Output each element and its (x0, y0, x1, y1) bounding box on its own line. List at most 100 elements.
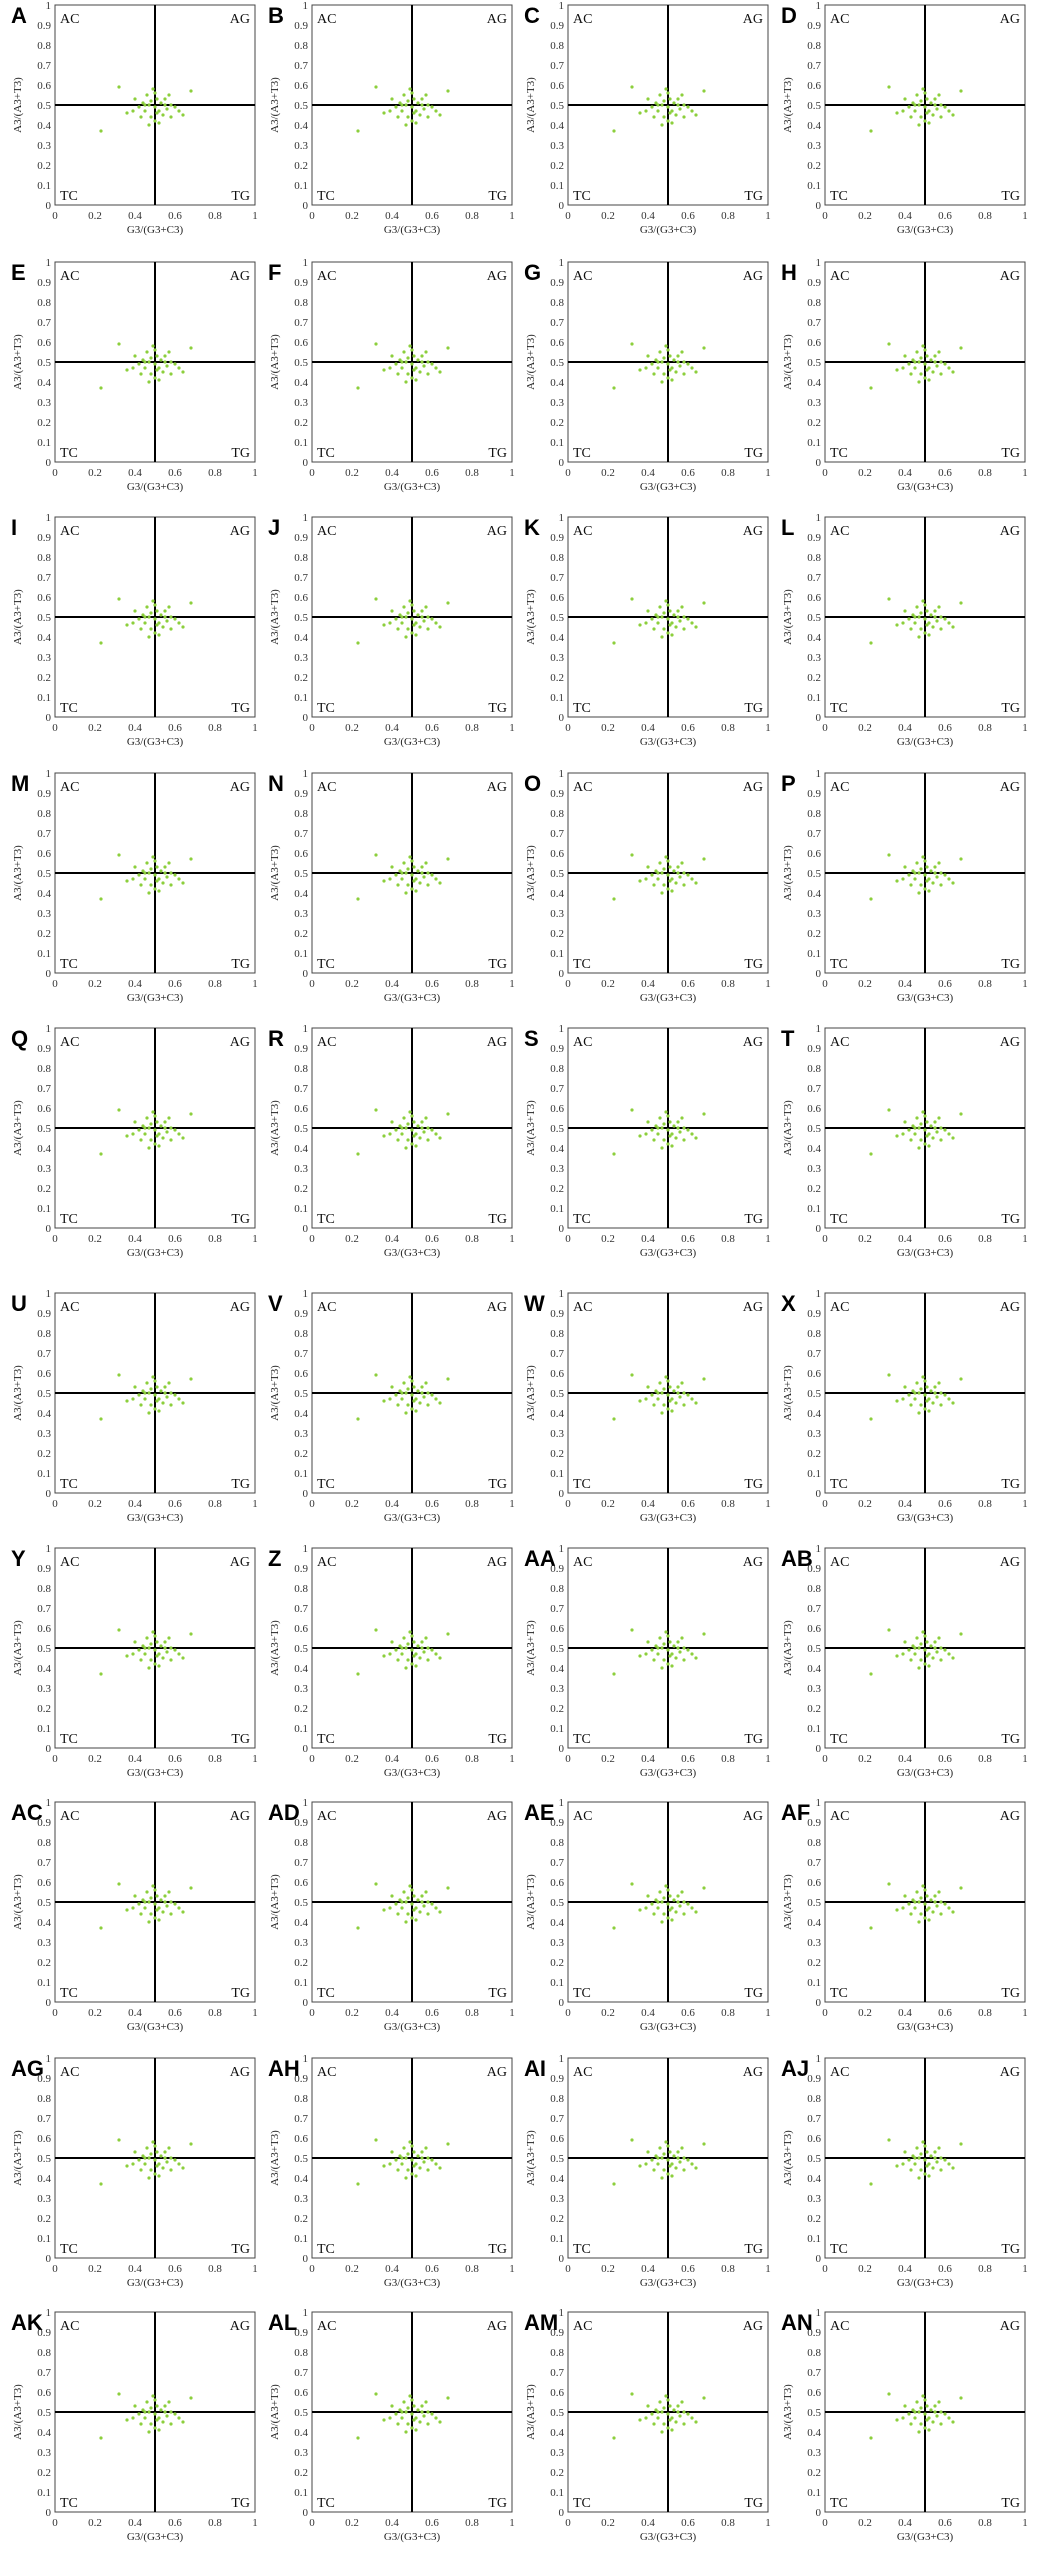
data-point (919, 1642, 923, 1646)
data-point (921, 1630, 925, 1634)
y-tick-label: 0.9 (550, 2073, 564, 2085)
data-point (430, 362, 434, 366)
x-tick-label: 1 (252, 1753, 258, 1765)
y-tick-label: 0.5 (37, 1123, 51, 1135)
x-tick-label: 0 (565, 978, 571, 990)
y-tick-label: 0 (303, 1488, 309, 1500)
y-axis-title: A3/(A3+T3) (525, 334, 537, 390)
data-point (117, 1108, 121, 1112)
data-point (434, 1906, 438, 1910)
data-point (644, 1906, 648, 1910)
data-point (169, 1391, 173, 1395)
data-point (141, 2154, 145, 2158)
data-point (686, 2158, 690, 2162)
quadrant-label-bottom-right: TG (744, 1732, 763, 1747)
data-point (925, 2404, 929, 2408)
quadrant-label-top-left: AC (60, 1035, 79, 1050)
data-point (915, 605, 919, 609)
data-point (933, 2404, 937, 2408)
y-tick-label: 0.4 (37, 2427, 51, 2439)
data-point (189, 346, 193, 350)
data-point (416, 2408, 420, 2412)
data-point (430, 873, 434, 877)
quadrant-label-bottom-right: TG (1001, 2496, 1020, 2511)
y-tick-label: 0.7 (294, 2367, 308, 2379)
data-point (907, 1128, 911, 1132)
data-point (919, 1912, 923, 1916)
data-point (153, 2398, 157, 2402)
data-point (139, 2168, 143, 2172)
data-point (670, 2174, 674, 2178)
y-axis-title: A3/(A3+T3) (12, 2130, 24, 2186)
data-point (430, 2158, 434, 2162)
data-point (414, 1906, 418, 1910)
data-point (149, 372, 153, 376)
data-point (925, 1894, 929, 1898)
data-point (400, 2416, 404, 2420)
y-tick-label: 0 (46, 968, 52, 980)
data-point (913, 1132, 917, 1136)
data-point (400, 1132, 404, 1136)
data-point (426, 2422, 430, 2426)
data-point (398, 2154, 402, 2158)
data-point (151, 344, 155, 348)
data-point (388, 621, 392, 625)
y-axis-title: A3/(A3+T3) (782, 1620, 794, 1676)
data-point (690, 1906, 694, 1910)
data-point (682, 1126, 686, 1130)
data-point (869, 129, 873, 133)
data-point (155, 1894, 159, 1898)
y-axis-title: A3/(A3+T3) (782, 845, 794, 901)
y-tick-label: 0.2 (294, 1957, 308, 1969)
data-point (672, 1898, 676, 1902)
y-tick-label: 1 (46, 768, 52, 780)
data-point (143, 360, 147, 364)
x-tick-label: 0.4 (385, 1498, 399, 1510)
y-tick-label: 0.6 (807, 1877, 821, 1889)
y-tick-label: 0.1 (807, 1977, 821, 1989)
data-point (686, 873, 690, 877)
data-point (404, 103, 408, 107)
quadrant-label-top-left: AC (60, 2065, 79, 2080)
data-point (402, 1890, 406, 1894)
y-tick-label: 0.2 (807, 160, 821, 172)
data-point (398, 358, 402, 362)
data-point (694, 881, 698, 885)
data-point (420, 1646, 424, 1650)
x-tick-label: 1 (252, 2007, 258, 2019)
data-point (410, 631, 414, 635)
data-point (650, 873, 654, 877)
data-point (909, 1403, 913, 1407)
y-tick-label: 0 (303, 200, 309, 212)
data-point (143, 615, 147, 619)
quadrant-label-bottom-left: TC (830, 2496, 848, 2511)
data-point (913, 1652, 917, 1656)
data-point (169, 1900, 173, 1904)
quadrant-label-bottom-left: TC (317, 1477, 335, 1492)
x-tick-label: 0.2 (858, 978, 872, 990)
quadrant-label-bottom-left: TC (830, 957, 848, 972)
y-tick-label: 1 (816, 768, 822, 780)
data-point (374, 85, 378, 89)
data-point (155, 1654, 159, 1658)
data-point (923, 1407, 927, 1411)
data-point (408, 1630, 412, 1634)
data-point (935, 619, 939, 623)
data-point (412, 623, 416, 627)
data-point (163, 103, 167, 107)
x-tick-label: 0.4 (641, 1498, 655, 1510)
data-point (919, 99, 923, 103)
data-point (426, 883, 430, 887)
y-tick-label: 0.8 (807, 1063, 821, 1075)
x-tick-label: 0.2 (601, 1753, 615, 1765)
y-tick-label: 0.5 (807, 2153, 821, 2165)
data-point (917, 103, 921, 107)
quadrant-label-top-left: AC (317, 2065, 336, 2080)
data-point (917, 2410, 921, 2414)
data-point (410, 91, 414, 95)
y-tick-label: 0.5 (294, 1897, 308, 1909)
data-point (189, 89, 193, 93)
data-point (410, 1379, 414, 1383)
y-tick-label: 0.6 (294, 1368, 308, 1380)
data-point (670, 633, 674, 637)
